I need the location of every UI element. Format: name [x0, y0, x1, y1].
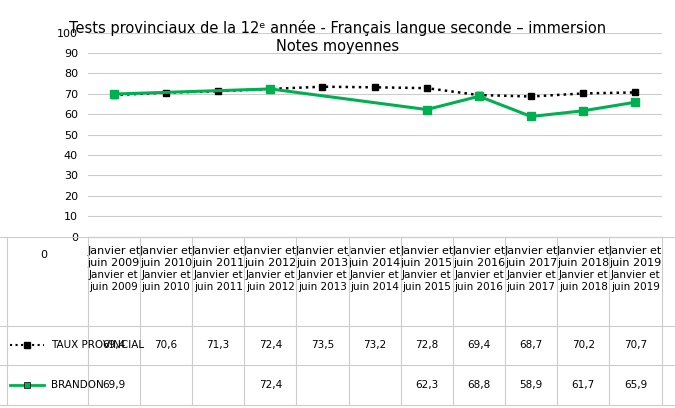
Text: 68,8: 68,8: [467, 380, 491, 390]
Text: 73,5: 73,5: [311, 340, 334, 350]
Text: Janvier et
juin 2013: Janvier et juin 2013: [298, 271, 347, 292]
Text: 70,2: 70,2: [572, 340, 595, 350]
Text: 72,8: 72,8: [415, 340, 438, 350]
Text: Janvier et
juin 2016: Janvier et juin 2016: [454, 271, 504, 292]
Text: 58,9: 58,9: [520, 380, 543, 390]
Text: 61,7: 61,7: [572, 380, 595, 390]
Text: 0: 0: [40, 251, 47, 260]
Text: Tests provinciaux de la 12ᵉ année - Français langue seconde – immersion
Notes mo: Tests provinciaux de la 12ᵉ année - Fran…: [69, 20, 606, 54]
Text: Janvier et
juin 2011: Janvier et juin 2011: [193, 271, 243, 292]
Text: 72,4: 72,4: [259, 380, 282, 390]
Text: BRANDON: BRANDON: [51, 380, 103, 390]
Text: Janvier et
juin 2015: Janvier et juin 2015: [402, 271, 452, 292]
Text: Janvier et
juin 2014: Janvier et juin 2014: [350, 271, 400, 292]
Text: 69,4: 69,4: [467, 340, 491, 350]
Text: 62,3: 62,3: [415, 380, 438, 390]
Text: 70,6: 70,6: [155, 340, 178, 350]
Text: 70,7: 70,7: [624, 340, 647, 350]
Text: TAUX PROVINCIAL: TAUX PROVINCIAL: [51, 340, 144, 350]
Text: 69,4: 69,4: [102, 340, 126, 350]
Text: Janvier et
juin 2017: Janvier et juin 2017: [506, 271, 556, 292]
Text: Janvier et
juin 2009: Janvier et juin 2009: [89, 271, 138, 292]
Text: 72,4: 72,4: [259, 340, 282, 350]
Text: Janvier et
juin 2012: Janvier et juin 2012: [246, 271, 295, 292]
Text: Janvier et
juin 2018: Janvier et juin 2018: [558, 271, 608, 292]
Text: 68,7: 68,7: [520, 340, 543, 350]
Text: Janvier et
juin 2010: Janvier et juin 2010: [141, 271, 191, 292]
Text: 71,3: 71,3: [207, 340, 230, 350]
Text: 69,9: 69,9: [102, 380, 126, 390]
Text: Janvier et
juin 2019: Janvier et juin 2019: [611, 271, 660, 292]
Text: 73,2: 73,2: [363, 340, 386, 350]
Text: 65,9: 65,9: [624, 380, 647, 390]
